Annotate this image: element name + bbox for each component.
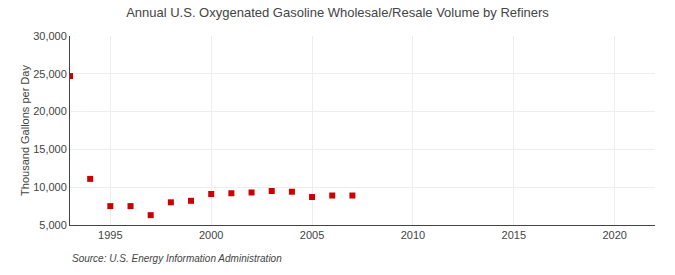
svg-text:2010: 2010 [401, 229, 425, 241]
svg-text:2000: 2000 [199, 229, 223, 241]
svg-text:1995: 1995 [98, 229, 122, 241]
svg-text:2005: 2005 [300, 229, 324, 241]
svg-text:25,000: 25,000 [33, 68, 67, 80]
svg-text:30,000: 30,000 [33, 30, 67, 42]
svg-text:10,000: 10,000 [33, 181, 67, 193]
svg-text:15,000: 15,000 [33, 143, 67, 155]
svg-text:Annual U.S. Oxygenated Gasolin: Annual U.S. Oxygenated Gasoline Wholesal… [126, 5, 549, 20]
svg-text:Source: U.S. Energy Informatio: Source: U.S. Energy Information Administ… [72, 253, 282, 264]
svg-text:2020: 2020 [602, 229, 626, 241]
svg-text:5,000: 5,000 [39, 219, 67, 231]
svg-text:20,000: 20,000 [33, 105, 67, 117]
svg-text:Thousand Gallons per Day: Thousand Gallons per Day [19, 65, 31, 196]
svg-text:2015: 2015 [502, 229, 526, 241]
